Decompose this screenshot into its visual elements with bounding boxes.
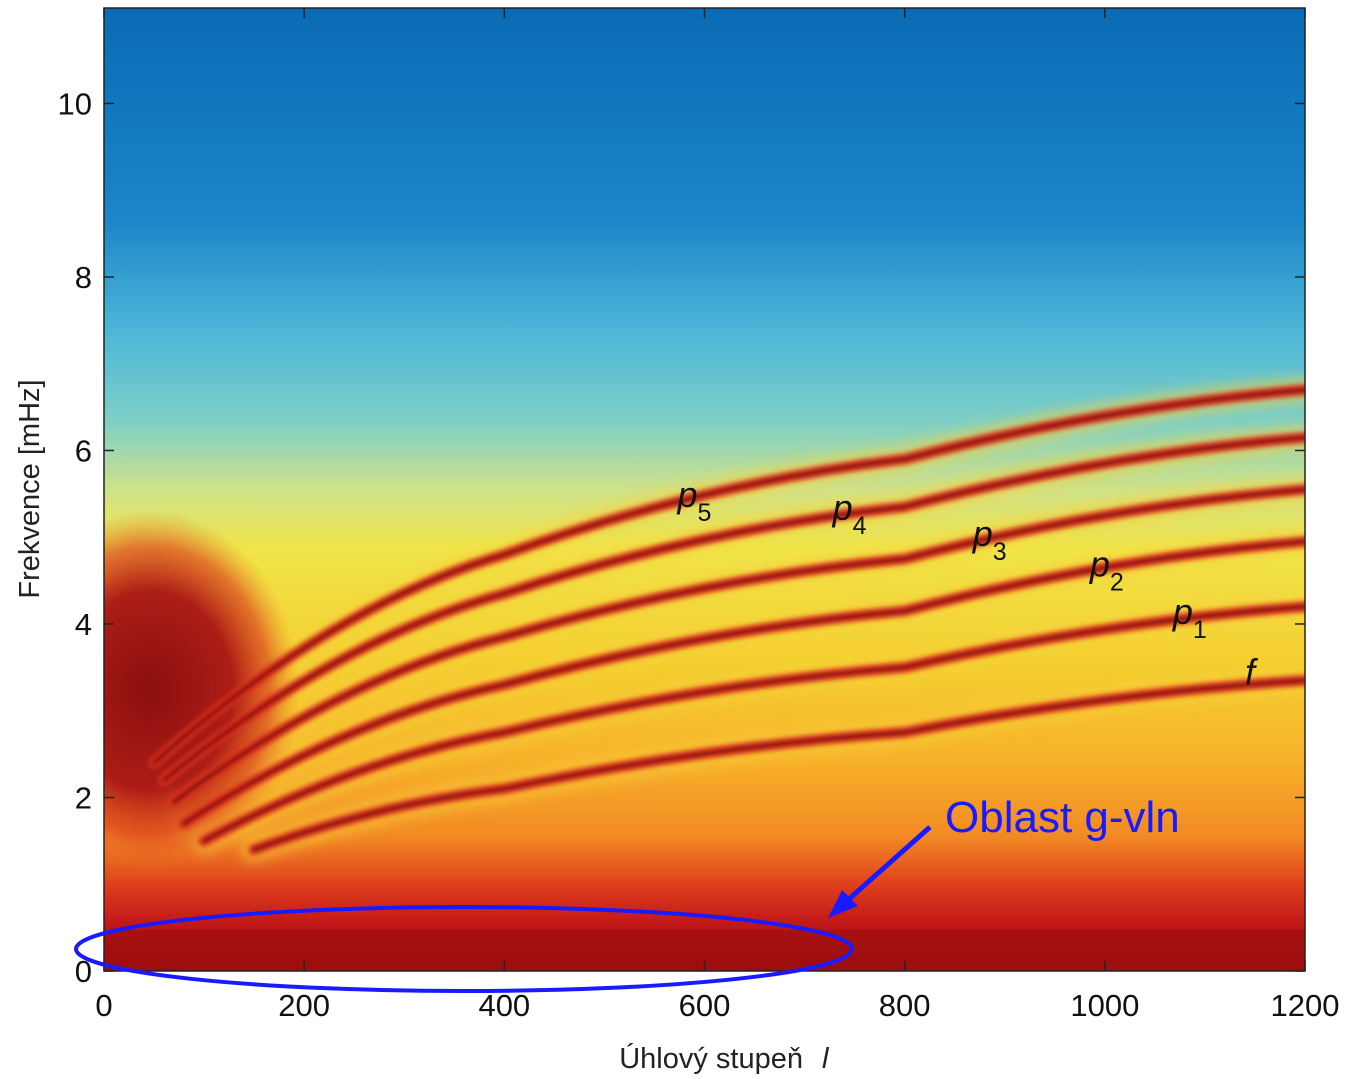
svg-text:p: p [832,487,853,528]
x-tick-label: 1000 [1070,988,1139,1023]
svg-text:4: 4 [853,512,867,540]
x-tick-label: 0 [95,988,112,1023]
x-tick-label: 600 [679,988,731,1023]
ridge-p1 [201,604,1305,844]
svg-text:2: 2 [1110,568,1124,596]
ridge-p2 [181,539,1305,827]
y-tick-label: 0 [75,954,92,989]
svg-text:p: p [1172,591,1193,632]
ridge-p3 [171,487,1305,805]
svg-text:p: p [1089,543,1110,584]
svg-text:5: 5 [697,499,711,527]
ridge-p4 [161,434,1305,783]
svg-text:Úhlový stupeň: Úhlový stupeň [619,1042,803,1075]
svg-text:3: 3 [993,538,1007,566]
x-axis-title: Úhlový stupeň l [619,1042,830,1075]
y-tick-label: 2 [75,780,92,815]
svg-text:l: l [822,1043,830,1075]
annotation-label: Oblast g-vln [945,793,1180,842]
y-tick-label: 10 [58,86,92,121]
annotation-arrow-head [828,890,858,918]
svg-text:p: p [676,474,697,515]
svg-text:p: p [972,513,993,554]
y-tick-label: 6 [75,433,92,468]
svg-text:1: 1 [1193,616,1207,644]
x-tick-label: 1200 [1271,988,1340,1023]
y-axis-title: Frekvence [mHz] [14,379,46,598]
annotation-arrow-shaft [838,825,932,909]
ridge-p5 [151,387,1305,766]
x-tick-label: 400 [478,988,530,1023]
g-mode-region-ellipse [74,905,854,993]
x-tick-label: 800 [879,988,931,1023]
ridge-f [251,677,1305,853]
y-tick-label: 4 [75,607,92,642]
x-tick-label: 200 [278,988,330,1023]
y-tick-label: 8 [75,260,92,295]
g-mode-annotation: Oblast g-vln [74,793,1180,993]
